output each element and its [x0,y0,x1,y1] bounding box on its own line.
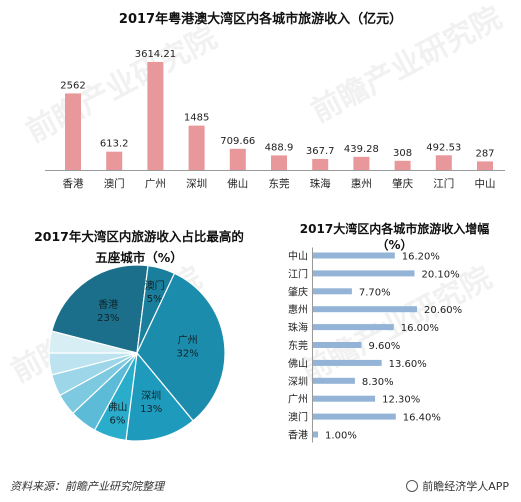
y-tick-label: 广州 [288,394,308,406]
x-tick-label: 香港 [63,178,84,190]
y-tick-label: 佛山 [288,357,308,370]
bar [477,161,493,170]
pie-chart-title-line: 五座城市（%） [95,250,183,265]
bar-value-label: 16.00% [401,323,439,334]
hbar-chart-title-line: （%） [376,238,413,252]
x-tick-label: 澳门 [104,177,125,190]
bar [65,93,81,170]
bar-value-label: 613.2 [100,139,129,150]
bar-value-label: 492.53 [426,142,461,153]
x-tick-label: 珠海 [310,177,331,190]
bar-value-label: 1485 [184,113,209,124]
bar-value-label: 12.30% [382,395,420,406]
pie-slice-value: 13% [140,404,162,415]
bar-value-label: 7.70% [359,287,391,298]
x-tick-label: 广州 [145,178,166,190]
pie-slice-label: 佛山 [107,400,127,413]
bar-chart-title: 2017年粤港澳大湾区内各城市旅游收入（亿元） [118,12,403,27]
source-note: 资料来源：前瞻产业研究院整理 [10,480,164,493]
brand-name: 前瞻经济学人APP [422,480,509,493]
bar [435,155,452,170]
bar-value-label: 20.60% [424,305,462,316]
bar [313,413,396,420]
x-tick-label: 肇庆 [392,177,413,190]
bar-value-label: 308 [393,148,412,159]
bar-value-label: 367.7 [306,146,335,157]
pie-slice [125,351,194,442]
pie-slice-label: 香港 [98,299,118,311]
pie-slice-value: 5% [147,294,163,305]
bar [313,270,415,277]
bar-value-label: 20.10% [421,269,459,280]
bar-value-label: 2562 [60,80,85,91]
hbar-chart-title-line: 2017大湾区内各城市旅游收入增幅 [299,222,490,236]
y-tick-label: 东莞 [288,339,308,352]
y-tick-label: 江门 [288,267,308,280]
pie-slice-value: 6% [109,415,125,426]
bar-value-label: 709.66 [220,136,255,147]
bar [313,359,382,366]
bar [313,252,395,259]
bar-value-label: 13.60% [389,359,427,370]
y-tick-label: 中山 [288,250,308,263]
brand-label: 前瞻经济学人APP [406,478,509,494]
bar-value-label: 439.28 [344,144,379,155]
pie-slice [51,264,149,354]
bar [313,288,352,295]
bar-value-label: 16.40% [403,413,441,424]
pie-chart-title: 2017年大湾区内旅游收入占比最高的 五座城市（%） [8,226,270,268]
bar-value-label: 8.30% [362,377,394,388]
bar [313,395,376,402]
income-growth-hbar-chart: 中山 16.20% 江门 20.10% 肇庆 7.70% 惠州 20.60% 珠海 16.00% 东… [288,247,462,443]
pie-slice-value: 32% [176,349,198,360]
bar [106,151,123,170]
bar [188,125,205,170]
y-tick-label: 惠州 [288,303,308,316]
bar [229,148,246,170]
bar-value-label: 16.20% [402,252,440,263]
bar-value-label: 488.9 [265,142,294,153]
bar-value-label: 9.60% [368,341,400,352]
bar-value-label: 287 [475,148,494,159]
y-tick-label: 珠海 [288,321,308,334]
pie-slice-label: 广州 [178,335,198,347]
city-tourism-income-bar-chart: 2562 香港 613.2 澳门 3614.21 广州 1485 深圳 709.66 佛山 488.… [45,49,505,190]
x-tick-label: 东莞 [269,177,290,190]
y-tick-label: 肇庆 [288,285,308,298]
pie-slice-value: 23% [97,313,119,324]
pie-slice-label: 深圳 [141,390,161,402]
pie-slice [136,272,226,422]
x-tick-label: 惠州 [351,177,372,190]
bar [353,156,370,170]
bar [271,155,287,170]
bar-value-label: 1.00% [325,431,357,442]
bar-value-label: 3614.21 [135,49,176,60]
bar [394,160,411,170]
y-tick-label: 澳门 [288,411,308,424]
bar [313,431,319,438]
pie-chart-title-line: 2017年大湾区内旅游收入占比最高的 [34,229,244,244]
bar [313,377,355,384]
brand-logo-icon [406,480,419,492]
hbar-chart-title: 2017大湾区内各城市旅游收入增幅 （%） [268,221,521,253]
x-tick-label: 中山 [475,177,496,190]
pie-slice-label: 澳门 [145,279,165,292]
bar [147,62,164,170]
x-tick-label: 江门 [433,177,454,190]
bar [313,342,362,348]
bar [313,306,417,313]
bar [313,324,394,331]
y-tick-label: 香港 [288,430,308,442]
x-tick-label: 深圳 [186,178,207,190]
bar [312,159,329,170]
x-tick-label: 佛山 [227,177,248,190]
pie-slice [48,330,138,354]
y-tick-label: 深圳 [288,376,308,388]
top-five-share-pie-chart: 香港 23% 澳门 5% 广州 32% 深圳 13% 佛山 6% [48,264,226,442]
